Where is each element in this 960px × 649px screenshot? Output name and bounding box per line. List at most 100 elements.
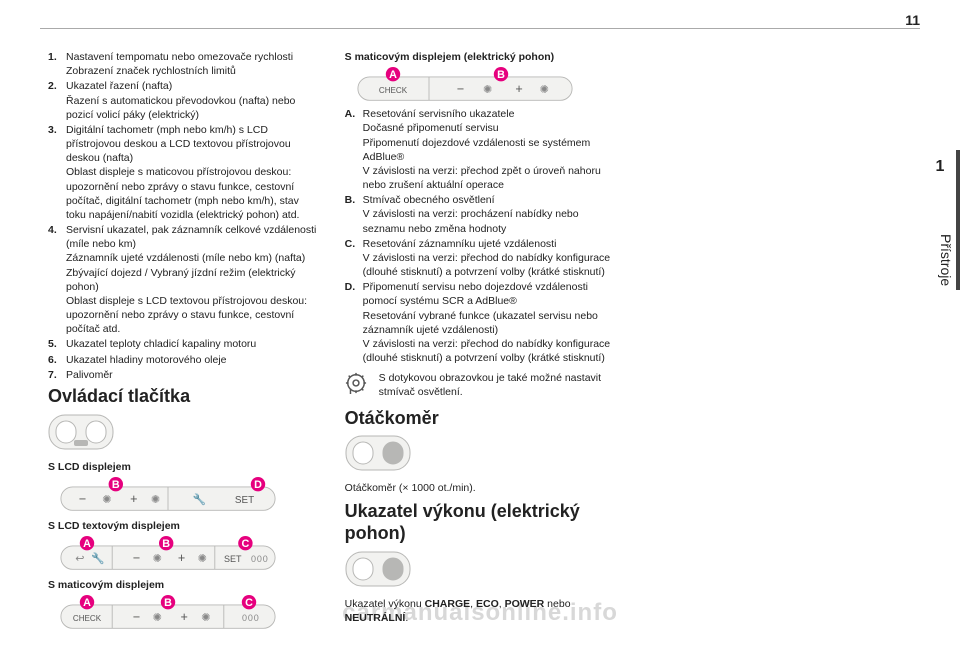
section-heading-tach: Otáčkoměr [345, 408, 616, 430]
control-strip-lcd: − ✺ + ✺ 🔧 SET B D [48, 477, 288, 513]
tip-text: S dotykovou obrazovkou je také možné nas… [379, 371, 616, 399]
item-line: Ukazatel teploty chladicí kapaliny motor… [66, 337, 319, 351]
list-item: C. Resetování záznamníku ujeté vzdálenos… [345, 237, 616, 280]
item-number: 3. [48, 123, 57, 137]
item-line: Resetování záznamníku ujeté vzdálenosti [363, 237, 616, 251]
side-indicator-bar [956, 150, 960, 290]
cluster-icon [48, 414, 114, 450]
svg-text:🔧: 🔧 [91, 551, 104, 565]
svg-text:CHECK: CHECK [73, 614, 102, 623]
control-strip-matrix-ev: CHECK − ✺ + ✺ A B [345, 67, 585, 103]
control-strip-lcd-text: ↩ 🔧 − ✺ + ✺ SET 000 A B C [48, 536, 288, 572]
svg-text:C: C [245, 597, 253, 609]
svg-text:SET: SET [224, 554, 242, 564]
svg-text:B: B [164, 597, 172, 609]
callout-dot: D [254, 479, 262, 491]
top-rule [40, 28, 920, 29]
svg-text:C: C [242, 538, 250, 550]
side-tab-label: Přístroje [926, 200, 954, 320]
list-item: 3. Digitální tachometr (mph nebo km/h) s… [48, 123, 319, 222]
item-line: Palivoměr [66, 368, 319, 382]
display-label: S LCD displejem [48, 460, 319, 474]
item-line: Ukazatel hladiny motorového oleje [66, 353, 319, 367]
item-number: 7. [48, 368, 57, 382]
display-label: S LCD textovým displejem [48, 519, 319, 533]
item-line: Oblast displeje s LCD textovou přístrojo… [66, 294, 319, 337]
svg-text:✺: ✺ [483, 84, 492, 96]
callout-list: A. Resetování servisního ukazatele Dočas… [345, 107, 616, 365]
page-number: 11 [905, 12, 920, 28]
cluster-icon [345, 435, 411, 471]
item-line: Záznamník ujeté vzdálenosti (míle nebo k… [66, 251, 319, 265]
section-body: Ukazatel výkonu CHARGE, ECO, POWER nebo … [345, 597, 616, 625]
svg-text:+: + [515, 82, 522, 96]
item-letter: A. [345, 107, 356, 121]
item-line: Oblast displeje s maticovou přístrojovou… [66, 165, 319, 222]
list-item: 2. Ukazatel řazení (nafta) Řazení s auto… [48, 79, 319, 122]
svg-text:000: 000 [242, 613, 260, 623]
svg-text:CHECK: CHECK [379, 86, 408, 95]
svg-text:A: A [83, 538, 91, 550]
item-line: Připomenutí servisu nebo dojezdové vzdál… [363, 280, 616, 308]
item-line: V závislosti na verzi: přechod zpět o úr… [363, 164, 616, 192]
section-body: Otáčkoměr (× 1000 ot./min). [345, 481, 616, 495]
item-number: 2. [48, 79, 57, 93]
item-line: Řazení s automatickou převodovkou (nafta… [66, 94, 319, 122]
svg-text:000: 000 [251, 554, 269, 564]
definition-list: 1. Nastavení tempomatu nebo omezovače ry… [48, 50, 319, 382]
item-line: Připomenutí dojezdové vzdálenosti se sys… [363, 136, 616, 164]
svg-text:✺: ✺ [153, 612, 162, 624]
svg-text:B: B [162, 538, 170, 550]
display-label: S maticovým displejem (elektrický pohon) [345, 50, 616, 64]
display-label: S maticovým displejem [48, 578, 319, 592]
list-item: D. Připomenutí servisu nebo dojezdové vz… [345, 280, 616, 365]
section-heading-controls: Ovládací tlačítka [48, 386, 319, 408]
item-letter: B. [345, 193, 356, 207]
control-strip-matrix: CHECK − ✺ + ✺ 000 A B C [48, 595, 288, 631]
item-number: 4. [48, 223, 57, 237]
item-line: Nastavení tempomatu nebo omezovače rychl… [66, 50, 319, 64]
svg-text:−: − [456, 82, 463, 96]
item-line: V závislosti na verzi: přechod do nabídk… [363, 337, 616, 365]
item-line: Ukazatel řazení (nafta) [66, 79, 319, 93]
svg-text:✺: ✺ [151, 494, 160, 506]
tip-note: S dotykovou obrazovkou je také možné nas… [345, 371, 616, 399]
svg-text:+: + [130, 492, 137, 506]
item-letter: D. [345, 280, 356, 294]
section-heading-power: Ukazatel výkonu (elektrický pohon) [345, 501, 616, 544]
cluster-icon [345, 551, 411, 587]
item-number: 6. [48, 353, 57, 367]
item-letter: C. [345, 237, 356, 251]
item-number: 5. [48, 337, 57, 351]
svg-text:✺: ✺ [102, 494, 111, 506]
item-line: Resetování servisního ukazatele [363, 107, 616, 121]
item-number: 1. [48, 50, 57, 64]
svg-text:A: A [389, 69, 397, 81]
svg-text:✺: ✺ [539, 84, 548, 96]
list-item: B. Stmívač obecného osvětlení V závislos… [345, 193, 616, 236]
svg-text:✺: ✺ [153, 553, 162, 565]
item-line: Servisní ukazatel, pak záznamník celkové… [66, 223, 319, 251]
item-line: Dočasné připomenutí servisu [363, 121, 616, 135]
svg-text:A: A [83, 597, 91, 609]
gear-icon [345, 371, 369, 399]
svg-text:B: B [497, 69, 505, 81]
svg-text:↩: ↩ [75, 553, 84, 565]
callout-dot: B [112, 479, 120, 491]
item-line: Stmívač obecného osvětlení [363, 193, 616, 207]
svg-text:✺: ✺ [198, 553, 207, 565]
side-tab-number: 1 [926, 158, 954, 176]
svg-text:🔧: 🔧 [193, 492, 206, 506]
item-line: V závislosti na verzi: přechod do nabídk… [363, 251, 616, 279]
svg-text:−: − [133, 610, 140, 624]
item-line: Resetování vybrané funkce (ukazatel serv… [363, 309, 616, 337]
item-line: V závislosti na verzi: procházení nabídk… [363, 207, 616, 235]
item-line: Zobrazení značek rychlostních limitů [66, 64, 319, 78]
list-item: A. Resetování servisního ukazatele Dočas… [345, 107, 616, 192]
list-item: 1. Nastavení tempomatu nebo omezovače ry… [48, 50, 319, 78]
svg-text:+: + [181, 610, 188, 624]
list-item: 7. Palivoměr [48, 368, 319, 382]
svg-text:SET: SET [235, 495, 254, 506]
svg-text:−: − [133, 551, 140, 565]
list-item: 6. Ukazatel hladiny motorového oleje [48, 353, 319, 367]
